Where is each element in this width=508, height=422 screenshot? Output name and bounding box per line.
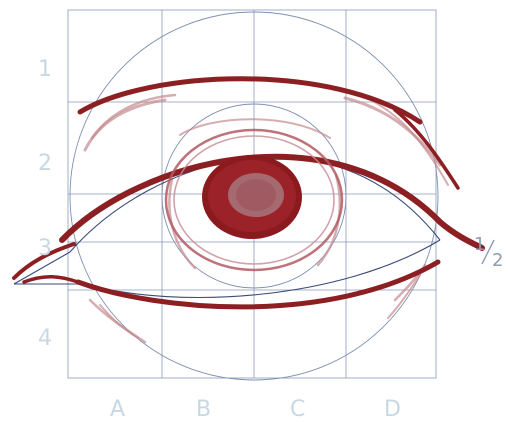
pupil: [202, 155, 302, 239]
iris-ring-inner: [173, 135, 335, 265]
row-label-1: 1: [38, 57, 52, 82]
row-label-4: 4: [38, 326, 52, 351]
column-label-c: C: [290, 397, 305, 422]
column-label-a: A: [110, 397, 125, 422]
inner-corner-stroke: [12, 242, 76, 280]
half-fraction-label: 1 2: [474, 234, 503, 271]
fraction-denominator: 2: [492, 250, 503, 271]
eye-sketch-strokes: [12, 76, 485, 310]
upper-lid-stroke: [59, 153, 485, 251]
eyelash-sketch-strokes: [83, 93, 449, 344]
eyeball-guide-circle: [69, 11, 439, 381]
eyebrow-stroke-tail: [393, 108, 460, 190]
iris-ring: [164, 128, 344, 272]
lower-lid-stroke: [75, 259, 441, 310]
iris-guide-circle: [161, 103, 347, 289]
row-label-2: 2: [38, 151, 52, 176]
column-label-b: B: [196, 397, 211, 422]
eyebrow-stroke: [77, 76, 423, 125]
inner-corner-lower: [22, 275, 80, 284]
row-label-3: 3: [38, 236, 52, 261]
column-label-d: D: [384, 397, 401, 422]
fraction-numerator: 1: [474, 234, 485, 255]
